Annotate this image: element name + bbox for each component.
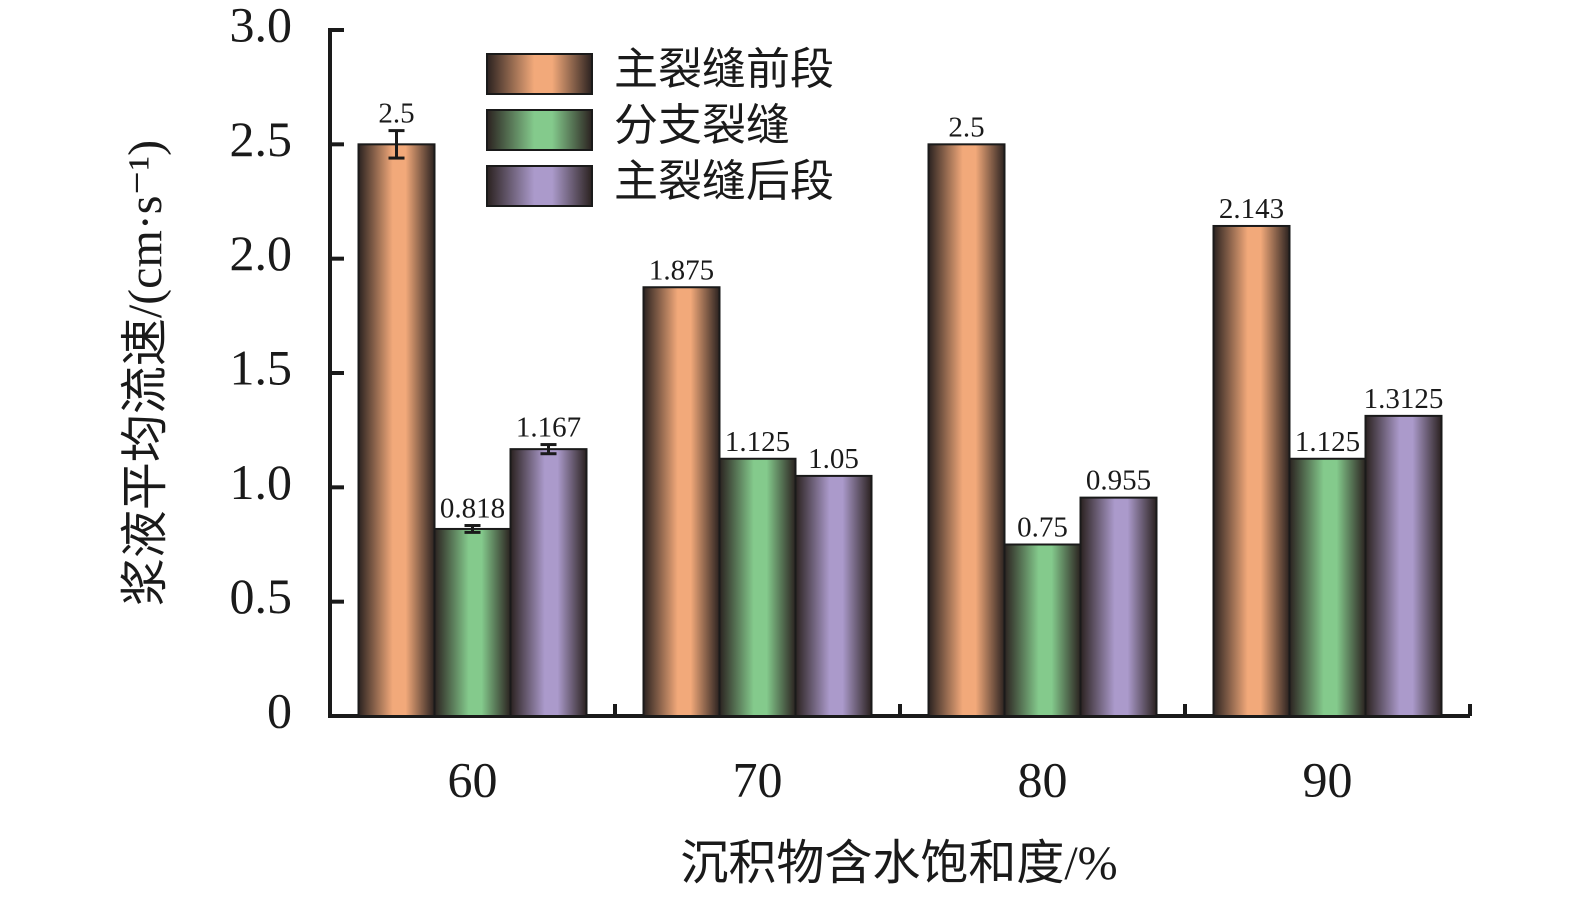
value-label: 1.875: [649, 254, 714, 286]
value-label: 1.05: [808, 443, 859, 475]
x-axis-title: 沉积物含水饱和度/%: [680, 837, 1117, 890]
value-label: 1.125: [1295, 426, 1360, 458]
value-label: 1.3125: [1364, 383, 1444, 415]
value-label: 1.125: [725, 426, 790, 458]
x-tick-label: 70: [733, 751, 783, 807]
value-label: 0.818: [440, 493, 505, 525]
y-tick-label: 0.5: [230, 568, 293, 624]
bar: [794, 474, 873, 717]
y-tick-label: 1.5: [230, 339, 293, 395]
bar: [927, 143, 1006, 718]
legend-label: 主裂缝后段: [614, 157, 834, 206]
legend-swatch: [486, 109, 593, 151]
bar: [642, 286, 721, 717]
value-label: 0.955: [1086, 465, 1151, 497]
error-bar: [540, 443, 557, 456]
value-label: 2.5: [378, 98, 414, 130]
value-label: 2.5: [948, 111, 984, 143]
bar: [1212, 224, 1291, 717]
error-bar: [464, 524, 481, 534]
y-axis-title: 浆液平均流速/(cm·s⁻¹): [119, 140, 172, 606]
legend-label: 分支裂缝: [614, 101, 790, 150]
legend-swatch: [486, 53, 593, 95]
x-tick-label: 80: [1018, 751, 1068, 807]
bar: [1079, 496, 1158, 717]
legend-swatch: [486, 165, 593, 207]
bar: [1288, 457, 1367, 717]
value-label: 0.75: [1017, 512, 1068, 544]
y-tick-label: 3.0: [230, 0, 293, 52]
bar: [1003, 543, 1082, 717]
error-bar: [388, 129, 405, 160]
y-tick-label: 2.5: [230, 111, 293, 167]
bar: [357, 143, 436, 718]
legend-label: 主裂缝前段: [614, 45, 834, 94]
bar: [433, 527, 512, 718]
y-tick-label: 0: [267, 682, 292, 738]
value-label: 1.167: [516, 412, 581, 444]
bar: [718, 457, 797, 717]
y-tick-label: 2.0: [230, 225, 293, 281]
bar: [1364, 414, 1443, 717]
bar: [509, 448, 588, 717]
x-tick-label: 90: [1303, 751, 1353, 807]
y-tick-label: 1.0: [230, 454, 293, 510]
x-tick-label: 60: [448, 751, 498, 807]
value-label: 2.143: [1219, 193, 1284, 225]
